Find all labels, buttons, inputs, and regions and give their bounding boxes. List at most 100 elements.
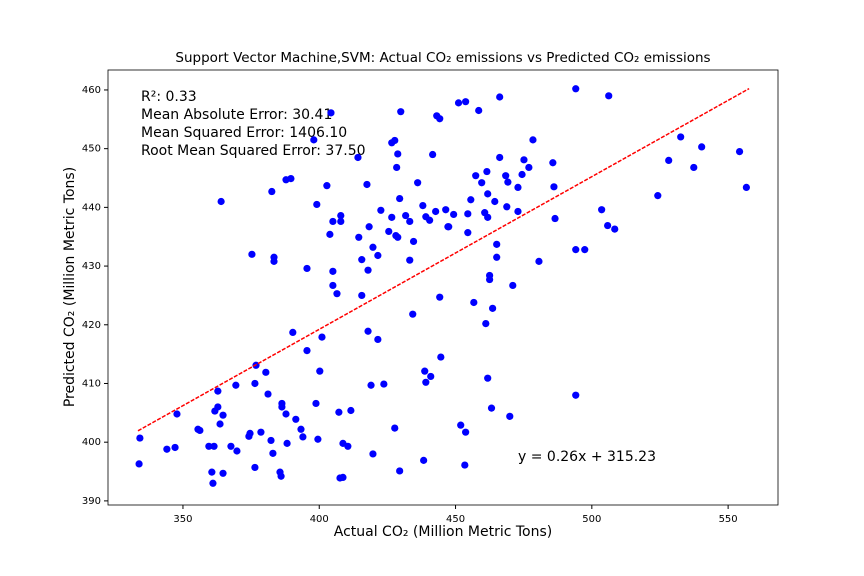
data-point [251,379,259,388]
data-point [598,206,606,214]
data-point [426,216,434,224]
data-point [518,170,526,179]
data-point [419,202,427,210]
data-point [484,374,492,382]
data-point [205,442,213,450]
data-point [742,183,750,192]
data-point [216,420,224,428]
data-point [173,410,181,418]
metric-annotation: R²: 0.33 [141,89,197,105]
data-point [326,230,334,238]
data-point [462,428,470,436]
data-point [421,367,429,375]
data-point [251,463,259,472]
data-point [369,243,377,251]
data-point [396,194,404,203]
data-point [572,85,580,93]
data-point [292,415,300,423]
equation: y = 0.26x + 315.23 [518,449,656,465]
data-point [219,411,227,419]
data-point [278,403,286,411]
data-point [354,153,362,162]
data-point [163,445,171,453]
data-point [214,403,222,411]
data-point [335,408,343,416]
data-point [374,335,382,344]
x-tick-label: 400 [310,514,329,525]
data-point [654,192,662,200]
data-point [409,310,417,318]
data-point [329,217,337,226]
x-tick-label: 500 [582,514,601,525]
data-point [337,211,345,220]
data-point [210,442,218,450]
data-point [493,240,501,248]
y-tick-label: 440 [82,202,101,213]
data-point [581,246,589,254]
data-point [509,281,517,290]
data-point [475,106,483,115]
data-point [484,190,492,198]
data-point [347,406,355,415]
data-point [442,206,450,214]
y-tick-label: 430 [82,261,101,272]
data-point [429,150,437,159]
data-point [525,163,533,172]
data-point [374,251,382,260]
data-point [436,115,444,123]
data-point [337,217,345,226]
data-point [464,210,472,218]
data-point [364,327,372,335]
data-point [690,163,698,172]
data-point [402,211,410,220]
data-point [503,203,511,211]
data-point [427,372,435,381]
data-point [445,223,453,231]
data-point [289,328,297,337]
metric-annotation: Mean Squared Error: 1406.10 [141,125,347,141]
data-point [270,257,278,265]
data-point [550,183,558,191]
data-point [611,225,619,233]
data-point [491,197,499,206]
data-point [420,456,428,464]
data-point [380,380,388,388]
data-point [394,233,402,241]
data-point [489,304,497,312]
data-point [436,293,444,301]
data-point [208,468,216,476]
y-tick-label: 460 [82,85,101,96]
y-tick-label: 390 [82,496,101,507]
data-point [388,213,396,221]
data-point [219,469,227,477]
data-point [344,442,352,450]
data-point [396,467,404,475]
data-point [365,223,373,231]
data-point [358,256,366,264]
data-point [329,281,337,290]
data-point [264,390,272,398]
data-point [393,163,401,172]
data-point [414,179,422,187]
y-tick-label: 450 [82,144,101,155]
data-point [698,143,706,151]
regression-line [137,87,750,432]
data-point [267,436,275,445]
data-point [397,108,405,116]
data-point [314,435,322,443]
data-point [572,391,580,399]
data-point [232,381,240,389]
data-point [327,109,335,117]
data-point [318,333,326,341]
data-point [355,233,363,241]
data-point [312,399,320,408]
x-tick-label: 350 [173,514,192,525]
data-point [303,264,311,273]
data-point [310,136,318,144]
data-point [467,196,475,204]
data-point [605,92,613,100]
data-point [484,213,492,221]
data-point [470,298,478,307]
data-point [496,153,504,162]
